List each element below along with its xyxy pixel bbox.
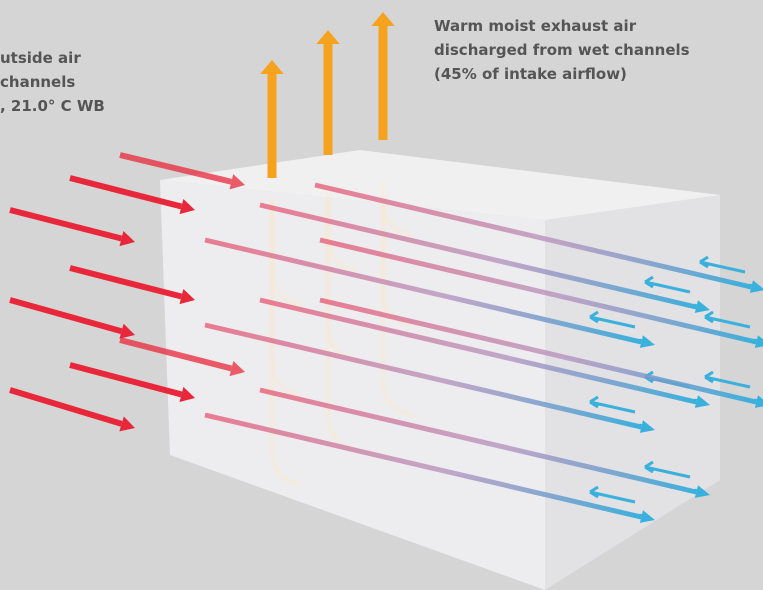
intake-arrow-head: [229, 174, 245, 190]
intake-arrow: [69, 362, 183, 398]
flow-head-head: [754, 395, 763, 408]
return-hook: [699, 255, 746, 274]
box-top: [160, 150, 720, 220]
return-hook: [589, 485, 636, 504]
intake-arrow-head: [229, 360, 245, 377]
flow-head: [753, 398, 758, 405]
box-side: [545, 195, 720, 590]
intake-arrow: [119, 337, 233, 372]
box-front: [160, 180, 545, 590]
exhaust-arrow-head: [260, 60, 284, 74]
flow-head: [638, 423, 643, 430]
flow-head-head: [694, 300, 710, 313]
return-hook: [644, 460, 691, 479]
intake-label: utside air channels , 21.0° C WB: [0, 46, 105, 118]
intake-arrow-head: [179, 288, 195, 305]
intake-arrow-head: [119, 323, 135, 339]
flow-line: [204, 237, 642, 345]
flow-line: [259, 387, 697, 495]
intake-arrow: [119, 152, 233, 185]
flow-head-head: [749, 280, 763, 293]
flow-line: [204, 322, 642, 430]
flow-head-head: [639, 335, 655, 348]
flow-head: [638, 338, 643, 345]
intake-arrow: [9, 207, 123, 242]
intake-arrow: [9, 387, 123, 427]
flow-head: [693, 303, 698, 310]
return-hook: [589, 395, 636, 414]
flow-head-head: [694, 485, 710, 498]
return-hook: [589, 310, 636, 329]
flow-head-head: [694, 395, 710, 408]
intake-arrow: [69, 265, 183, 300]
label-line: Warm moist exhaust air: [434, 17, 637, 35]
flow-line: [259, 202, 697, 310]
label-line: discharged from wet channels: [434, 41, 690, 59]
label-line: , 21.0° C WB: [0, 97, 105, 115]
flow-head-head: [639, 420, 655, 433]
flow-head: [753, 338, 758, 345]
return-hook: [704, 370, 751, 389]
label-line: (45% of intake airflow): [434, 65, 627, 83]
exhaust-arrow-head: [316, 30, 340, 44]
return-hook: [644, 275, 691, 294]
flow-head: [693, 398, 698, 405]
intake-arrow-head: [179, 386, 195, 402]
label-line: utside air: [0, 49, 81, 67]
flow-line: [319, 237, 757, 345]
intake-arrow-head: [119, 416, 135, 432]
flow-head: [693, 488, 698, 495]
flow-head-head: [639, 510, 655, 523]
label-line: channels: [0, 73, 76, 91]
arrows-front: [9, 12, 763, 523]
intake-arrow-head: [179, 198, 195, 215]
intake-arrow-head: [119, 230, 135, 247]
flow-line: [259, 297, 697, 405]
exhaust-label: Warm moist exhaust air discharged from w…: [434, 14, 690, 86]
intake-arrow: [9, 297, 123, 335]
intake-arrow: [69, 175, 183, 210]
flow-head: [638, 513, 643, 520]
exhaust-arrow-head: [371, 12, 395, 26]
flow-head: [748, 283, 753, 290]
return-hook: [704, 310, 751, 329]
flow-line: [204, 412, 642, 520]
flow-line: [314, 182, 752, 290]
flow-line: [319, 297, 757, 405]
flow-head-head: [754, 335, 763, 348]
